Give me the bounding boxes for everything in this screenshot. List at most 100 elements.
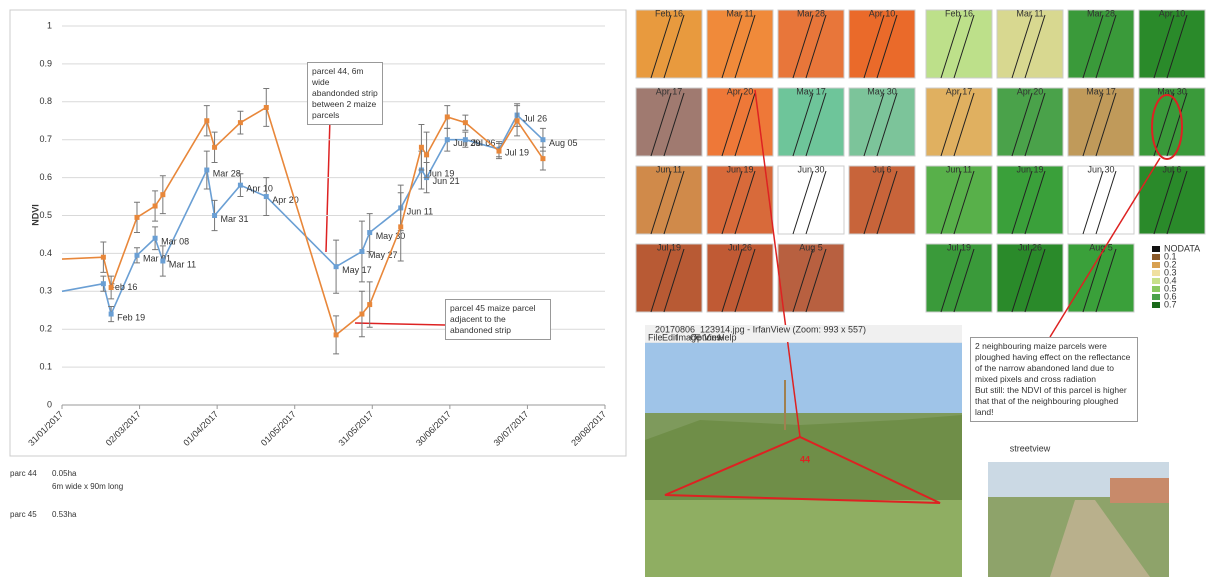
arrow	[325, 117, 331, 253]
menu-item: Help	[718, 332, 737, 342]
y-tick-label: 0.9	[39, 58, 52, 68]
streetview-photo	[988, 462, 1169, 577]
point	[212, 144, 218, 150]
point	[359, 249, 365, 255]
parcel-outline	[863, 170, 898, 235]
point	[263, 194, 269, 200]
point-label: Mar 08	[161, 237, 189, 247]
photo-label: 44	[800, 454, 810, 464]
parcel-outline	[721, 170, 756, 235]
point	[444, 137, 450, 143]
menu-item: View	[704, 332, 724, 342]
parcel-outline	[940, 170, 975, 235]
y-axis-label: NDVI	[30, 204, 40, 226]
point	[496, 148, 502, 154]
point-label: May 17	[342, 265, 372, 275]
legend-label: 0.3	[1164, 267, 1177, 277]
point	[540, 137, 546, 143]
parcel-outline	[721, 92, 756, 157]
point-label: Mar 31	[221, 214, 249, 224]
legend-swatch	[1152, 302, 1160, 308]
point	[333, 264, 339, 270]
tile-label: Jul 26	[1018, 242, 1042, 252]
tile-label: Apr 10	[1159, 8, 1186, 18]
parcel-outline	[650, 92, 685, 157]
tile-label: Apr 20	[1017, 86, 1044, 96]
point-label: Jun 19	[427, 168, 454, 178]
satellite-tile	[1067, 165, 1135, 235]
legend-swatch	[1152, 270, 1160, 276]
y-tick-label: 0.1	[39, 361, 52, 371]
tile-label: Mar 11	[726, 8, 753, 18]
legend-swatch	[1152, 294, 1160, 300]
parcel-outline	[1011, 92, 1046, 157]
point	[418, 144, 424, 150]
photo	[645, 89, 962, 577]
point	[204, 118, 210, 124]
point	[424, 152, 430, 158]
note: 0.53ha	[52, 510, 77, 519]
parcel-outline	[792, 14, 827, 79]
point	[263, 104, 269, 110]
note: 6m wide x 90m long	[52, 482, 124, 491]
parcel-outline	[650, 14, 685, 79]
point-label: Mar 28	[213, 168, 241, 178]
legend-swatch	[1152, 254, 1160, 260]
point	[367, 302, 373, 308]
tile-label: Jul 6	[872, 164, 891, 174]
menu-item: Image	[676, 332, 701, 342]
y-tick-label: 0.2	[39, 324, 52, 334]
point	[108, 285, 114, 291]
y-tick-label: 0.3	[39, 286, 52, 296]
y-tick-label: 0	[47, 399, 52, 409]
legend-swatch	[1152, 286, 1160, 292]
tile-label: Jul 19	[947, 242, 971, 252]
streetview-title: streetview	[1010, 443, 1051, 453]
y-tick-label: 1	[47, 20, 52, 30]
window-bar	[645, 325, 962, 342]
satellite-tile	[996, 165, 1064, 235]
tile-label: Apr 20	[727, 86, 754, 96]
note: 0.05ha	[52, 469, 77, 478]
point	[237, 182, 243, 188]
parcel-outline	[1011, 248, 1046, 313]
window-title: 20170806_123914.jpg - IrfanView (Zoom: 9…	[655, 324, 866, 334]
point-label: Apr 20	[272, 195, 299, 205]
tile-label: Apr 17	[946, 86, 973, 96]
point-label: Jul 06	[471, 138, 495, 148]
tile-label: Aug 5	[1089, 242, 1113, 252]
tile-label: Jun 11	[946, 164, 972, 174]
annotation: parcel 45 maize parcel adjacent to the a…	[445, 299, 551, 341]
y-tick-label: 0.8	[39, 96, 52, 106]
parcel-outline	[1082, 14, 1117, 79]
parcel-outline	[863, 92, 898, 157]
point	[367, 230, 373, 236]
legend-label: 0.1	[1164, 251, 1177, 261]
parcel-outline	[1153, 170, 1188, 235]
point-label: Feb 16	[109, 282, 137, 292]
tile-label: Jun 19	[1016, 164, 1043, 174]
point	[398, 224, 404, 230]
legend-label: 0.4	[1164, 275, 1177, 285]
y-tick-label: 0.5	[39, 210, 52, 220]
point-label: Jun 21	[433, 176, 460, 186]
parcel-outline	[1082, 92, 1117, 157]
point-label: Mar 01	[143, 254, 171, 264]
parcel-outline	[940, 248, 975, 313]
tile-label: Jul 6	[1162, 164, 1181, 174]
tile-label: Feb 16	[655, 8, 683, 18]
tile-label: Jun 30	[1087, 164, 1114, 174]
parcel-outline	[1011, 14, 1046, 79]
point-label: Jun 29	[453, 138, 480, 148]
tile-label: Jun 30	[797, 164, 824, 174]
y-tick-label: 0.7	[39, 134, 52, 144]
parcel-outline	[863, 14, 898, 79]
comment: 2 neighbouring maize parcels were plough…	[970, 337, 1138, 423]
tile-label: May 17	[796, 86, 826, 96]
note: parc 44	[10, 469, 37, 478]
menu-item: Edit	[662, 332, 678, 342]
y-tick-label: 0.4	[39, 248, 52, 258]
point	[152, 203, 158, 209]
point	[100, 281, 106, 287]
